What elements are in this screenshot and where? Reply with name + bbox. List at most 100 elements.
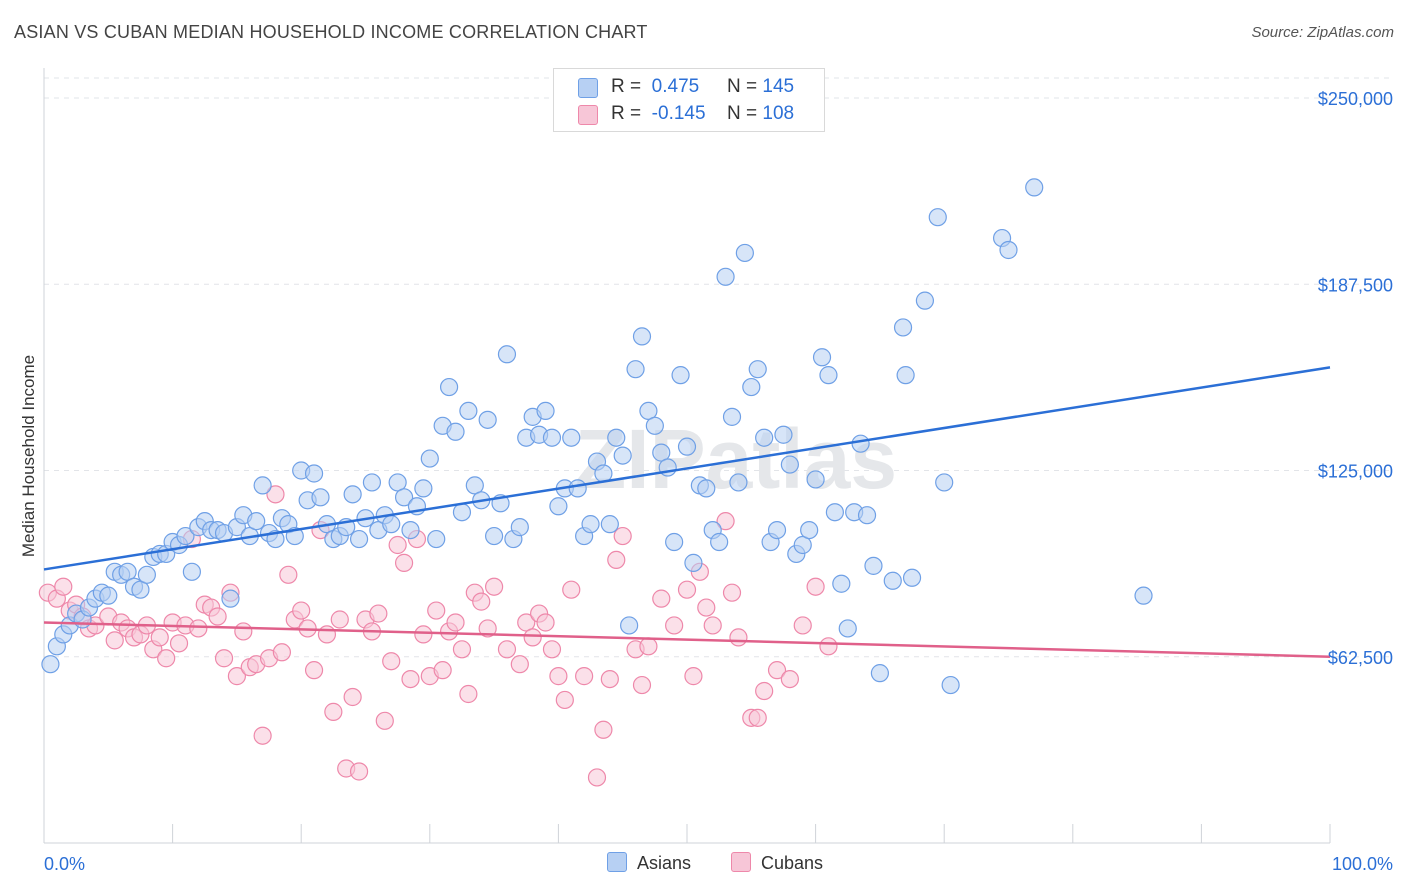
cuban-point — [485, 577, 504, 596]
asian-point — [626, 360, 645, 379]
cubans-legend-label: Cubans — [761, 853, 824, 873]
cuban-point — [793, 616, 812, 635]
asian-point — [247, 512, 266, 531]
asian-point — [735, 243, 754, 263]
cuban-point — [272, 643, 292, 662]
cuban-point — [54, 577, 73, 596]
asian-point — [568, 479, 587, 498]
asian-point — [742, 377, 761, 397]
cuban-point — [317, 625, 337, 644]
r-value-asians: 0.475 — [651, 76, 700, 97]
asian-point — [41, 655, 60, 674]
asian-trend-line — [43, 366, 1331, 571]
asian-point — [665, 532, 684, 552]
asian-point — [581, 515, 600, 534]
legend-item-asians: Asians — [607, 852, 691, 874]
trend-lines — [43, 366, 1331, 658]
cuban-point — [227, 667, 246, 686]
r-label: R = — [611, 76, 642, 97]
y-tick-label: $62,500 — [1328, 648, 1393, 668]
cuban-point — [304, 661, 324, 680]
cuban-point — [562, 580, 581, 599]
asian-point — [819, 366, 838, 385]
asian-point — [478, 410, 497, 429]
asians-swatch — [578, 78, 598, 98]
asian-point — [349, 529, 369, 549]
asian-point — [620, 616, 639, 635]
asian-point — [446, 422, 465, 441]
asian-point — [780, 455, 799, 474]
asian-point — [716, 267, 735, 286]
asian-point — [935, 473, 954, 492]
cubans-swatch — [578, 105, 598, 125]
legend-item-cubans: Cubans — [731, 852, 823, 874]
asian-point — [536, 401, 555, 420]
grid-lines — [44, 77, 1394, 658]
n-value-cubans: 108 — [762, 103, 795, 124]
asian-point — [439, 377, 459, 397]
asian-point — [832, 574, 851, 593]
asian-point — [485, 526, 504, 546]
cuban-point — [382, 652, 401, 671]
cuban-point — [266, 485, 285, 504]
asian-point — [870, 664, 890, 683]
cuban-point — [279, 565, 298, 584]
axes — [43, 68, 1331, 844]
cuban-point — [452, 640, 472, 659]
x-tick-label: 0.0% — [44, 854, 85, 874]
asian-point — [767, 520, 787, 540]
cuban-point — [394, 553, 414, 572]
asian-point — [896, 366, 915, 385]
asian-point — [542, 428, 562, 447]
cuban-point — [234, 622, 253, 641]
cuban-point — [292, 601, 311, 620]
asian-point — [645, 416, 664, 435]
cuban-point — [549, 667, 568, 686]
cuban-point — [150, 628, 169, 647]
y-tick-label: $125,000 — [1318, 462, 1393, 482]
cuban-point — [600, 669, 619, 689]
cuban-point — [105, 631, 124, 650]
x-tick-label: 100.0% — [1332, 854, 1393, 874]
asian-point — [510, 518, 529, 537]
asian-point — [748, 360, 767, 379]
n-label: N = — [727, 103, 758, 124]
asian-point — [864, 556, 883, 575]
cuban-point — [169, 634, 189, 653]
cuban-point — [748, 708, 767, 727]
cuban-point — [369, 604, 388, 623]
cuban-point — [414, 625, 433, 644]
source-label: Source: ZipAtlas.com — [1251, 24, 1394, 41]
cuban-point — [510, 655, 529, 674]
asian-point — [825, 503, 844, 522]
cuban-point — [214, 649, 234, 668]
y-tick-label: $187,500 — [1318, 275, 1393, 295]
cuban-point — [665, 616, 684, 635]
tick-labels: $62,500 $125,000 $187,500 $250,000 0.0% 100.0… — [44, 89, 1393, 874]
cuban-point — [555, 690, 574, 710]
cuban-point — [427, 601, 446, 620]
cuban-point — [703, 616, 722, 635]
stats-legend: R = 0.475 N = 145 R = -0.145 N = 108 — [553, 68, 825, 132]
asian-point — [459, 401, 478, 420]
cuban-point — [639, 637, 658, 656]
asian-point — [607, 428, 626, 447]
asian-point — [774, 425, 793, 444]
asian-point — [343, 485, 362, 504]
cuban-point — [607, 550, 626, 570]
asian-point — [999, 240, 1018, 260]
asian-point — [99, 586, 118, 605]
asian-point — [182, 562, 201, 581]
asian-point — [176, 526, 195, 546]
asians-legend-label: Asians — [637, 853, 692, 873]
asian-point — [137, 565, 156, 584]
asian-point — [755, 428, 774, 447]
asian-point — [549, 497, 568, 516]
asian-point — [497, 345, 517, 364]
cuban-point — [497, 640, 517, 659]
asian-point — [420, 449, 439, 468]
asian-point — [394, 488, 414, 507]
asian-point — [684, 553, 703, 572]
chart-title: ASIAN VS CUBAN MEDIAN HOUSEHOLD INCOME C… — [14, 22, 648, 42]
asian-point — [697, 479, 716, 498]
